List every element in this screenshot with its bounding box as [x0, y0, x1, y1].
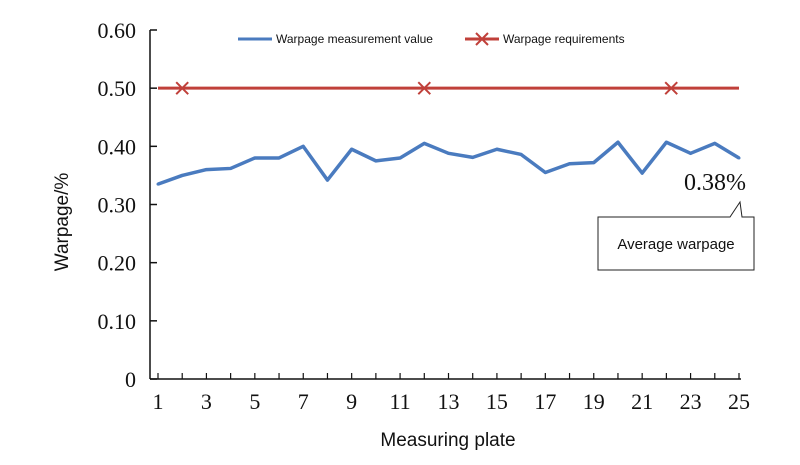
x-axis-label: Measuring plate	[380, 430, 515, 451]
requirement-marker	[175, 81, 189, 95]
measurement-point	[422, 141, 426, 145]
measurement-point	[519, 152, 523, 156]
measurement-point	[568, 162, 572, 166]
measurement-point	[592, 161, 596, 165]
measurement-point	[447, 151, 450, 155]
x-tick-label: 25	[728, 389, 750, 414]
x-tick-label: 23	[680, 389, 702, 414]
y-axis-label: Warpage/%	[52, 173, 73, 272]
measurement-point	[204, 168, 208, 172]
x-tick-label: 5	[249, 389, 260, 414]
x-tick-label: 9	[346, 389, 357, 414]
y-tick-label: 0.50	[98, 76, 137, 101]
measurement-line	[157, 140, 740, 186]
x-tick-label: 3	[201, 389, 212, 414]
marks	[156, 81, 741, 186]
x-tick-label: 1	[153, 389, 164, 414]
measurement-point	[301, 144, 305, 148]
x-tick-label: 11	[389, 389, 410, 414]
annotation-label: Average warpage	[617, 236, 734, 253]
measurement-point	[664, 140, 668, 144]
measurement-point	[253, 156, 257, 160]
y-tick-label: 0	[125, 367, 136, 392]
y-tick-label: 0.60	[98, 18, 137, 43]
x-tick-label: 15	[486, 389, 508, 414]
y-tick-label: 0.20	[98, 251, 137, 276]
y-tick-label: 0.40	[98, 134, 137, 159]
axes: 00.100.200.300.400.500.601 3 5 7 9 11 13 15 17 19…	[98, 18, 751, 414]
measurement-point	[398, 156, 402, 160]
requirement-marker	[664, 81, 678, 95]
legend-marker-x	[475, 32, 489, 46]
legend-label-measurement: Warpage measurement value	[276, 32, 433, 46]
measurement-point	[229, 166, 233, 170]
measurement-point	[325, 178, 329, 182]
annotation-callout: 0.38% Average warpage	[597, 170, 755, 271]
measurement-point	[180, 173, 184, 177]
x-tick-label: 19	[583, 389, 605, 414]
measurement-point	[640, 171, 644, 175]
annotation-value: 0.38%	[684, 170, 746, 196]
measurement-point	[495, 147, 499, 151]
legend-label-requirements: Warpage requirements	[503, 32, 625, 46]
y-tick-label: 0.10	[98, 309, 137, 334]
measurement-point	[616, 140, 620, 144]
x-tick-label: 17	[534, 389, 556, 414]
x-tick-label: 7	[298, 389, 309, 414]
measurement-point	[737, 156, 741, 160]
measurement-point	[277, 156, 281, 160]
measurement-point	[350, 147, 354, 151]
legend: Warpage measurement value Warpage requir…	[238, 32, 625, 46]
measurement-point	[713, 141, 717, 145]
y-tick-label: 0.30	[98, 193, 137, 218]
measurement-point	[156, 182, 160, 186]
measurement-point	[543, 171, 547, 175]
requirement-marker	[417, 81, 431, 95]
measurement-point	[689, 151, 693, 155]
callout-box	[597, 200, 755, 271]
measurement-point	[374, 159, 378, 163]
x-tick-label: 13	[438, 389, 460, 414]
x-tick-label: 21	[631, 389, 653, 414]
measurement-point	[471, 155, 475, 159]
